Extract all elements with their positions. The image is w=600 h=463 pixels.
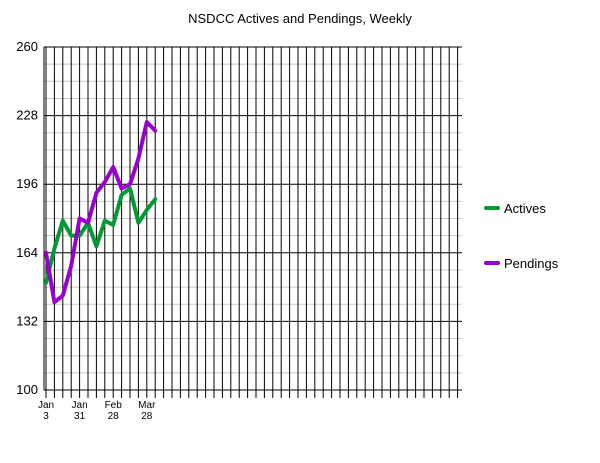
y-tick-label: 196 xyxy=(16,176,38,191)
series-line-pendings xyxy=(44,120,158,305)
y-tick-label: 164 xyxy=(16,245,38,260)
series-line-actives xyxy=(44,186,158,285)
grid-lines xyxy=(44,46,462,398)
x-tick-label: Mar 28 xyxy=(138,400,156,422)
axes xyxy=(43,47,462,391)
x-tick-label: Jan 3 xyxy=(38,400,54,422)
x-tick-label: Jan 31 xyxy=(72,400,88,422)
y-tick-labels: 100 132 164 196 228 260 xyxy=(16,39,38,397)
legend-label-actives: Actives xyxy=(504,201,546,216)
y-tick-label: 100 xyxy=(16,382,38,397)
x-tick-label: Feb 28 xyxy=(105,400,123,422)
y-tick-label: 260 xyxy=(16,39,38,54)
y-tick-label: 228 xyxy=(16,108,38,123)
legend: Actives Pendings xyxy=(484,201,559,271)
legend-label-pendings: Pendings xyxy=(504,256,559,271)
x-tick-labels: Jan 3 Jan 31 Feb 28 Mar 28 xyxy=(38,400,156,422)
series-lines xyxy=(44,120,158,305)
chart-title: NSDCC Actives and Pendings, Weekly xyxy=(188,11,412,26)
y-tick-label: 132 xyxy=(16,313,38,328)
